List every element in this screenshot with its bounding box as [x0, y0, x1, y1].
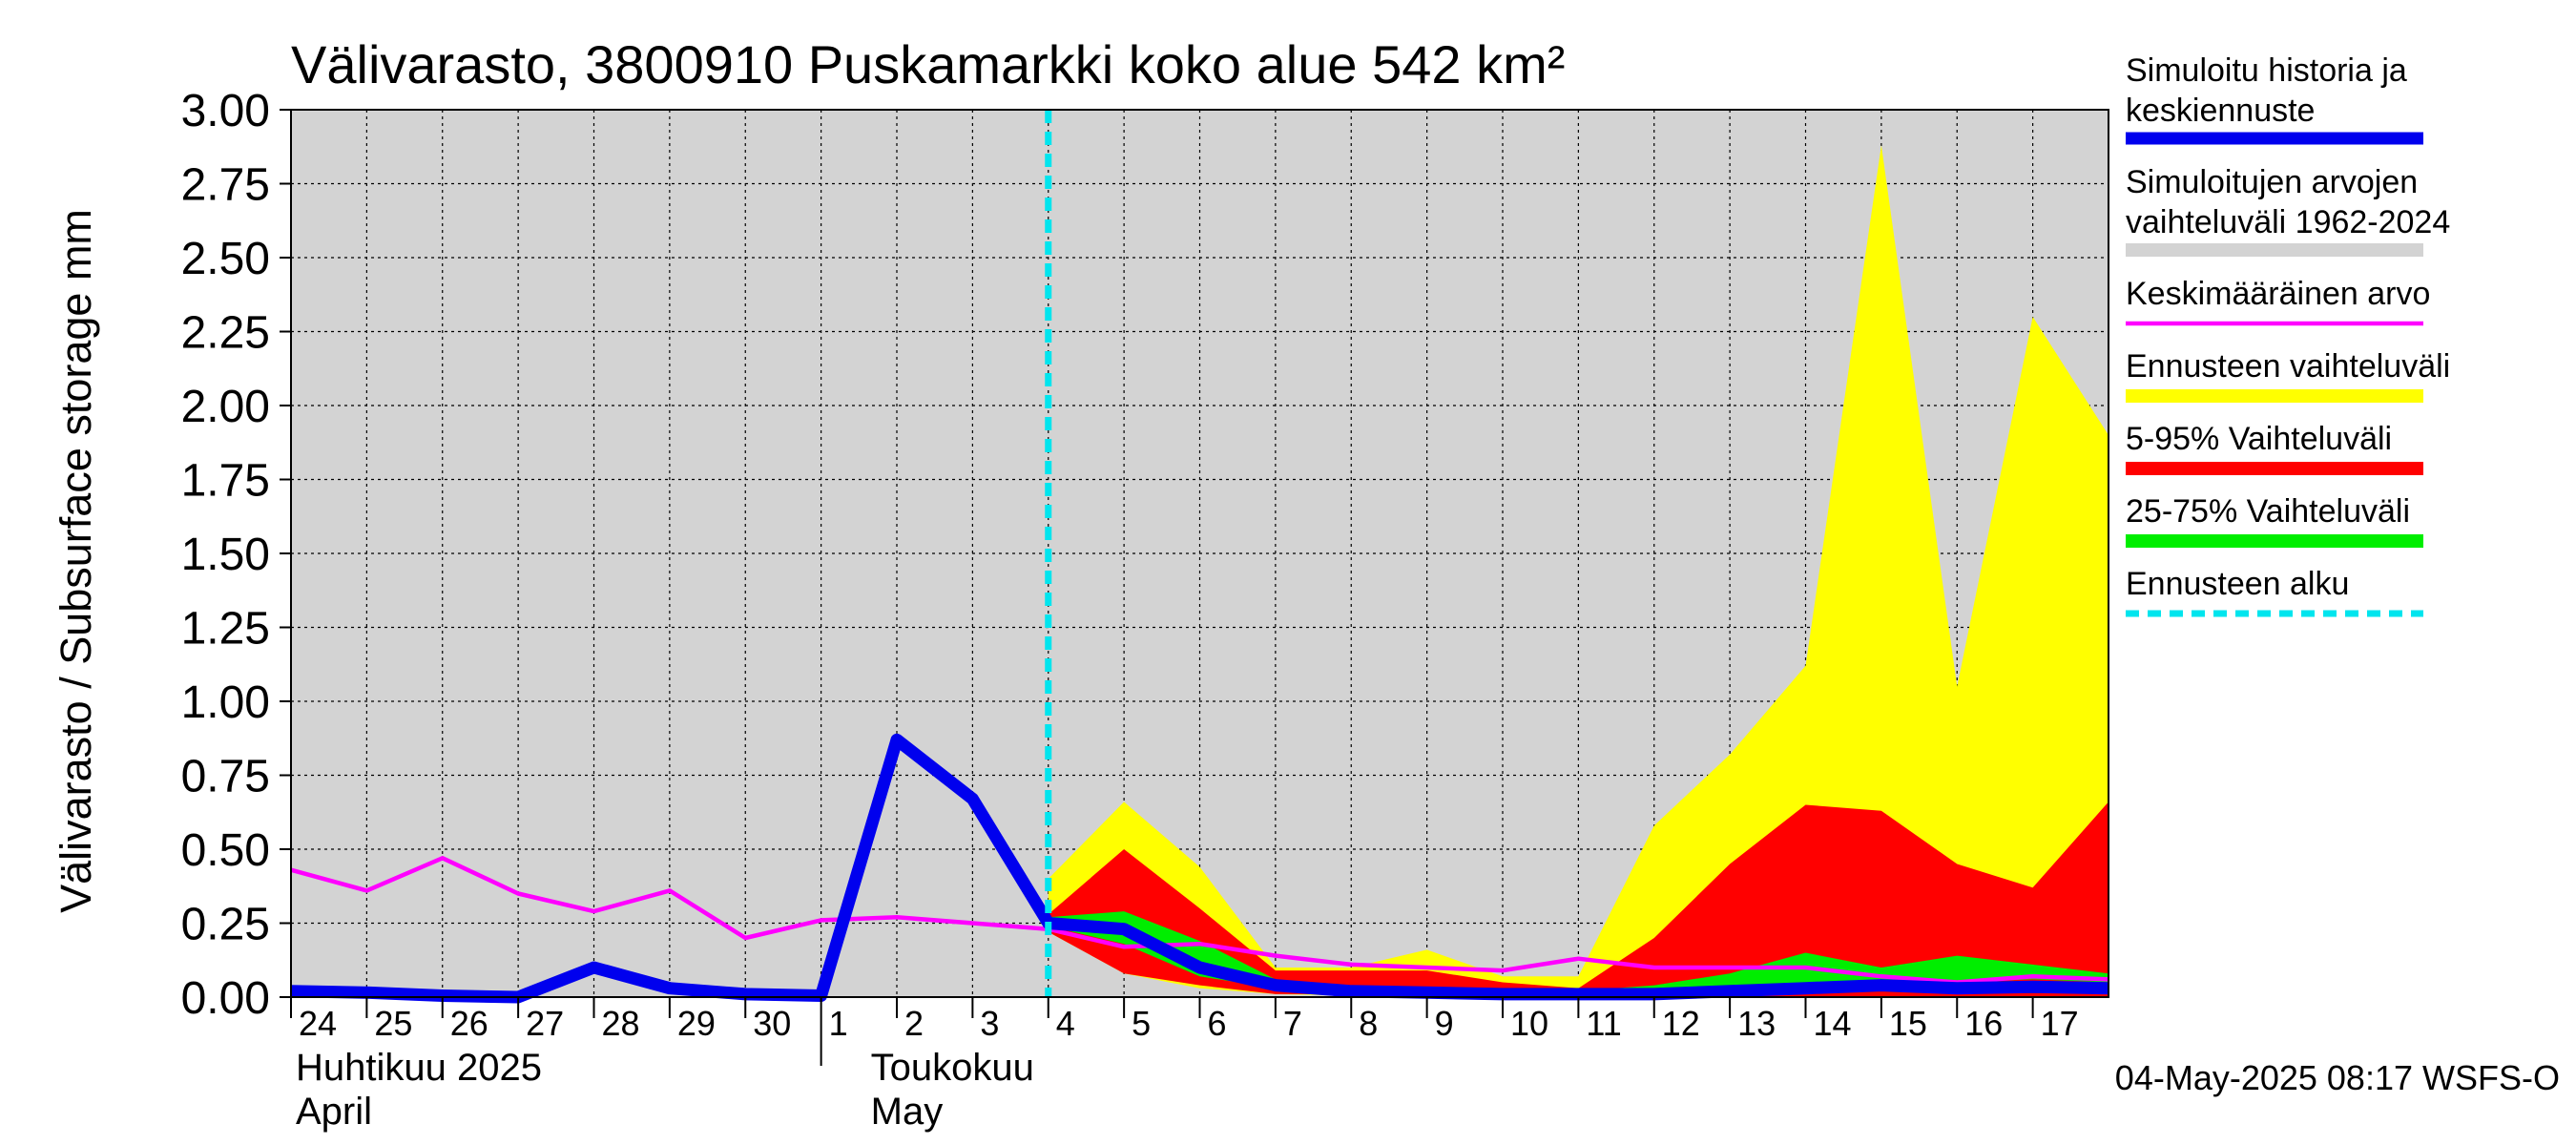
legend-label: 5-95% Vaihteluväli — [2126, 421, 2392, 457]
legend-label: Ennusteen alku — [2126, 566, 2349, 602]
mean-value-line — [290, 856, 2109, 985]
x-tick-label: 13 — [1737, 1004, 1776, 1043]
x-tick-label: 1 — [829, 1004, 848, 1043]
x-tick-label: 25 — [374, 1004, 412, 1043]
y-tick-label: 0.75 — [181, 752, 270, 802]
x-tick-label: 5 — [1132, 1004, 1151, 1043]
legend-item: Ennusteen vaihteluväli — [2126, 348, 2450, 403]
chart-title: Välivarasto, 3800910 Puskamarkki koko al… — [291, 34, 1565, 94]
legend-label: Ennusteen vaihteluväli — [2126, 348, 2450, 385]
x-tick-label: 7 — [1283, 1004, 1302, 1043]
y-tick-label: 0.25 — [181, 900, 270, 950]
x-tick-label: 6 — [1208, 1004, 1227, 1043]
legend-item: Ennusteen alku — [2126, 566, 2423, 617]
legend-label: Simuloitu historia ja — [2126, 52, 2407, 89]
x-tick-label: 26 — [450, 1004, 488, 1043]
legend-label-line2: keskiennuste — [2126, 93, 2315, 129]
y-tick-label: 2.75 — [181, 160, 270, 211]
y-tick-label: 3.00 — [181, 86, 270, 136]
y-tick-label: 2.25 — [181, 308, 270, 359]
x-tick-label: 3 — [980, 1004, 999, 1043]
x-tick-label: 9 — [1435, 1004, 1454, 1043]
month-label-english: May — [871, 1091, 944, 1133]
x-tick-label: 2 — [904, 1004, 924, 1043]
legend-item: Simuloitu historia ja keskiennuste — [2126, 52, 2423, 145]
legend-label: 25-75% Vaihteluväli — [2126, 493, 2410, 530]
legend-label-line2: vaihteluväli 1962-2024 — [2126, 204, 2450, 240]
legend: Simuloitu historia jakeskiennusteSimuloi… — [2126, 52, 2450, 617]
y-tick-label: 1.75 — [181, 456, 270, 507]
y-tick-label: 0.50 — [181, 825, 270, 876]
percentile-25-75-band — [1048, 911, 2109, 997]
plot-area — [290, 109, 2109, 1004]
legend-item: 25-75% Vaihteluväli — [2126, 493, 2423, 548]
legend-item: Simuloitujen arvojen vaihteluväli 1962-20… — [2126, 164, 2450, 257]
x-tick-label: 10 — [1510, 1004, 1548, 1043]
x-tick-label: 8 — [1359, 1004, 1378, 1043]
x-tick-label: 30 — [753, 1004, 791, 1043]
y-axis-label: Välivarasto / Subsurface storage mm — [52, 209, 100, 913]
x-tick-label: 12 — [1662, 1004, 1700, 1043]
legend-item: 5-95% Vaihteluväli — [2126, 421, 2423, 475]
simulated-history-line — [290, 733, 2109, 1004]
x-tick-label: 16 — [1964, 1004, 2003, 1043]
y-tick-label: 2.50 — [181, 234, 270, 284]
y-tick-label: 0.00 — [181, 973, 270, 1024]
y-tick-label: 1.00 — [181, 677, 270, 728]
x-tick-label: 14 — [1814, 1004, 1852, 1043]
x-tick-label: 15 — [1889, 1004, 1927, 1043]
y-tick-label: 1.50 — [181, 530, 270, 580]
forecast-range-band — [1048, 145, 2109, 997]
y-tick-label: 1.25 — [181, 604, 270, 655]
month-label-english: April — [296, 1091, 372, 1133]
percentile-5-95-band — [1048, 802, 2109, 997]
x-tick-label: 4 — [1056, 1004, 1075, 1043]
x-tick-label: 11 — [1586, 1004, 1621, 1043]
footer-timestamp: 04-May-2025 08:17 WSFS-O — [2115, 1058, 2560, 1097]
axes: 0.00 0.25 0.50 0.75 1.00 1.25 1.50 1.75 2.00 2.25… — [181, 86, 2109, 1133]
x-tick-label: 17 — [2041, 1004, 2079, 1043]
x-tick-label: 29 — [677, 1004, 716, 1043]
y-tick-label: 2.00 — [181, 382, 270, 432]
x-tick-label: 27 — [526, 1004, 564, 1043]
x-tick-label: 28 — [602, 1004, 640, 1043]
month-label: Toukokuu — [871, 1047, 1034, 1089]
legend-label: Simuloitujen arvojen — [2126, 164, 2418, 200]
legend-item: Keskimääräinen arvo — [2126, 276, 2430, 326]
month-label: Huhtikuu 2025 — [296, 1047, 542, 1089]
legend-label: Keskimääräinen arvo — [2126, 276, 2430, 312]
x-tick-label: 24 — [299, 1004, 337, 1043]
